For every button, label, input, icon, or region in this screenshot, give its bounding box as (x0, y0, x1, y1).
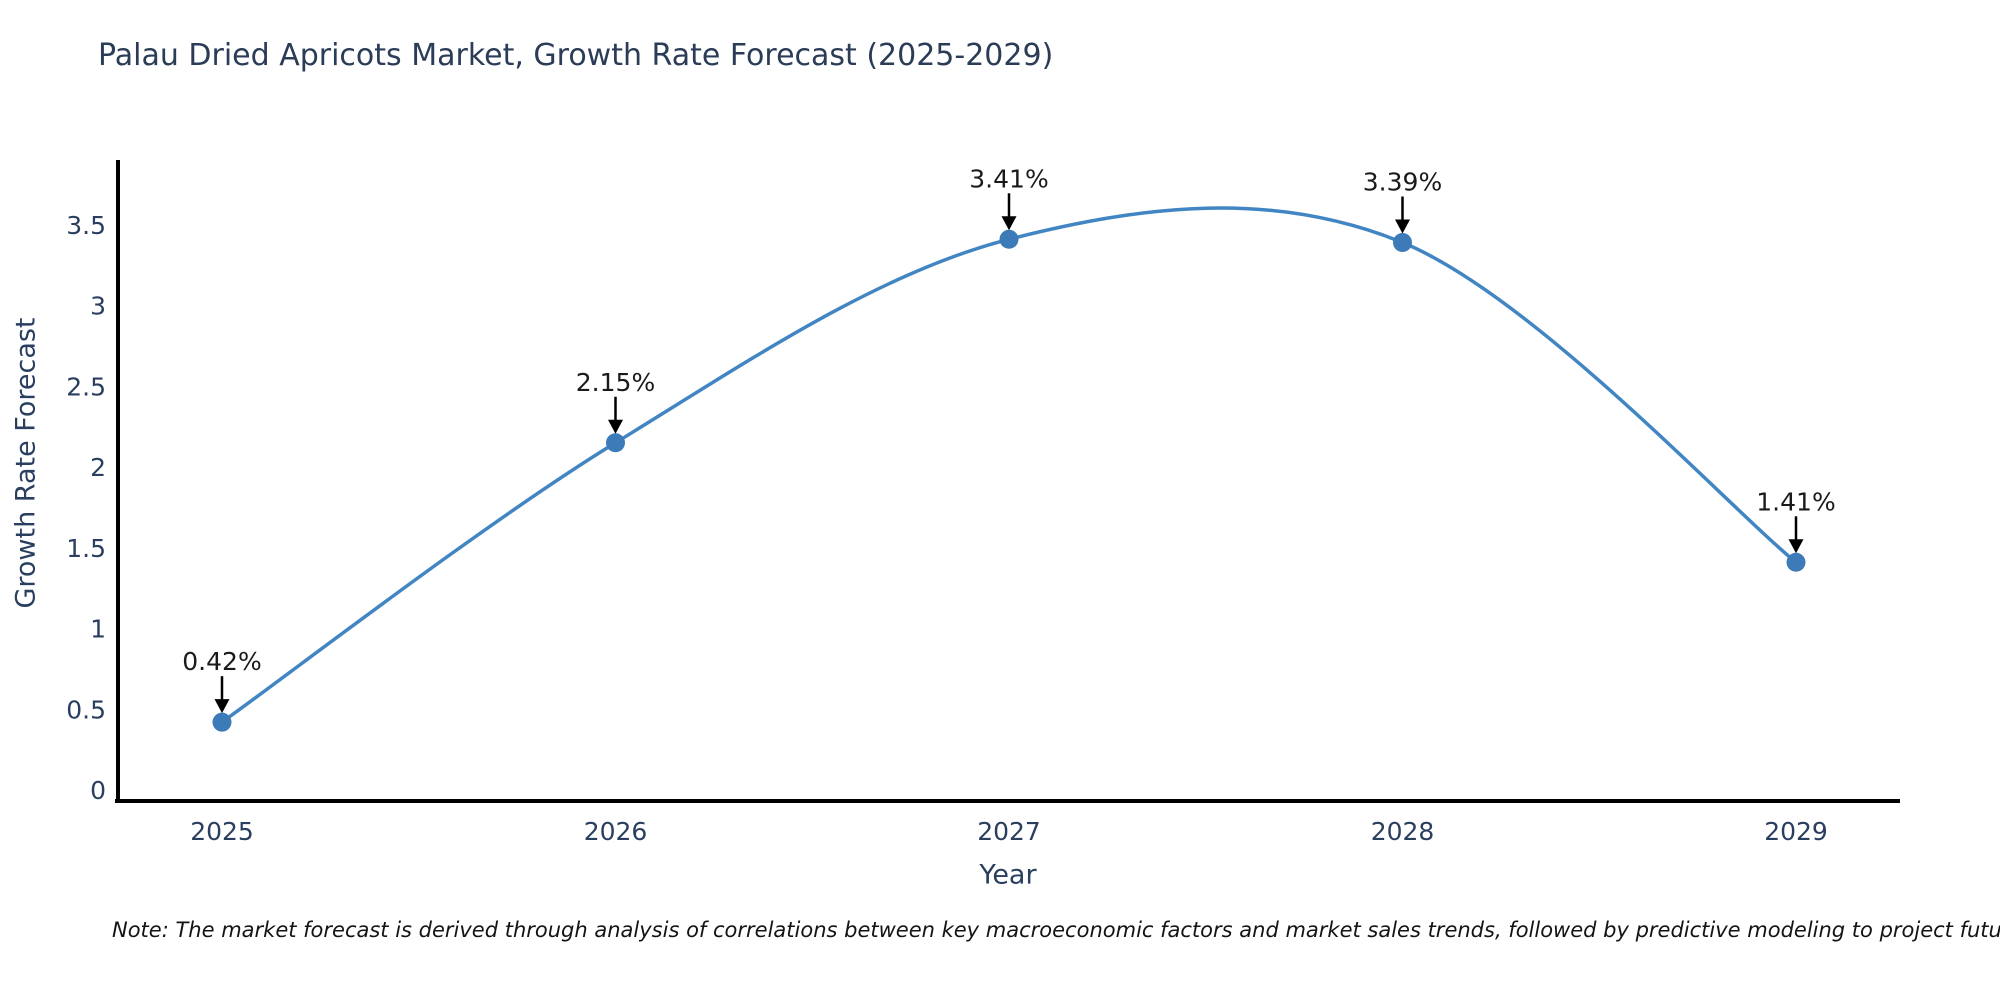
data-point-label: 2.15% (576, 368, 655, 397)
data-point-label: 0.42% (182, 647, 261, 676)
y-tick-label: 1.5 (66, 534, 106, 563)
x-tick-label: 2028 (1371, 817, 1435, 846)
data-point-marker (1786, 552, 1806, 572)
data-point-marker (1393, 233, 1412, 253)
annotation-arrowhead (1395, 219, 1410, 234)
data-point-marker (606, 433, 625, 453)
annotation-arrowhead (1001, 216, 1017, 231)
forecast-spline-line (220, 206, 1798, 724)
y-tick-label: 1 (90, 615, 106, 644)
y-tick-label: 0.5 (66, 695, 106, 724)
data-point-label: 3.41% (969, 164, 1048, 193)
x-tick-label: 2027 (977, 817, 1041, 846)
x-tick-label: 2025 (190, 817, 254, 846)
x-tick-label: 2029 (1764, 817, 1828, 846)
data-point-label: 3.39% (1363, 168, 1442, 197)
footnote-text: Note: The market forecast is derived thr… (112, 918, 2000, 942)
data-point-label: 1.41% (1756, 487, 1835, 516)
y-tick-label: 3.5 (66, 211, 106, 240)
annotation-arrowhead (608, 419, 623, 434)
x-tick-label: 2026 (584, 817, 648, 846)
data-point-marker (999, 229, 1019, 249)
annotation-arrowhead (214, 699, 230, 714)
chart-title: Palau Dried Apricots Market, Growth Rate… (98, 38, 1054, 73)
x-axis-title: Year (979, 859, 1037, 891)
y-tick-label: 2 (90, 453, 106, 482)
annotation-arrowhead (1788, 539, 1804, 554)
y-tick-label: 3 (90, 292, 106, 321)
y-tick-label: 2.5 (66, 372, 106, 401)
y-tick-label: 0 (90, 776, 106, 805)
data-point-marker (212, 712, 232, 732)
